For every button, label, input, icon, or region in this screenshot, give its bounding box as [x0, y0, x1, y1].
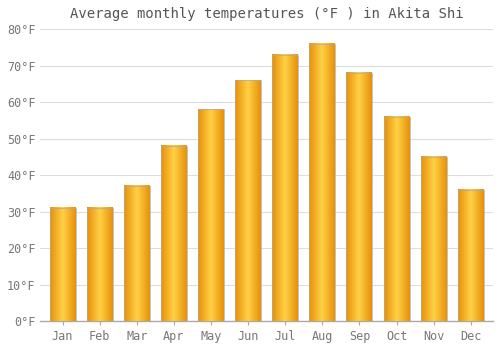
Bar	[161, 146, 187, 321]
Bar	[310, 44, 336, 321]
Bar	[86, 208, 113, 321]
Bar	[50, 208, 76, 321]
Bar	[384, 117, 409, 321]
Bar	[420, 157, 446, 321]
Bar	[235, 80, 261, 321]
Bar	[124, 186, 150, 321]
Title: Average monthly temperatures (°F ) in Akita Shi: Average monthly temperatures (°F ) in Ak…	[70, 7, 464, 21]
Bar	[458, 190, 484, 321]
Bar	[272, 55, 298, 321]
Bar	[198, 109, 224, 321]
Bar	[346, 73, 372, 321]
